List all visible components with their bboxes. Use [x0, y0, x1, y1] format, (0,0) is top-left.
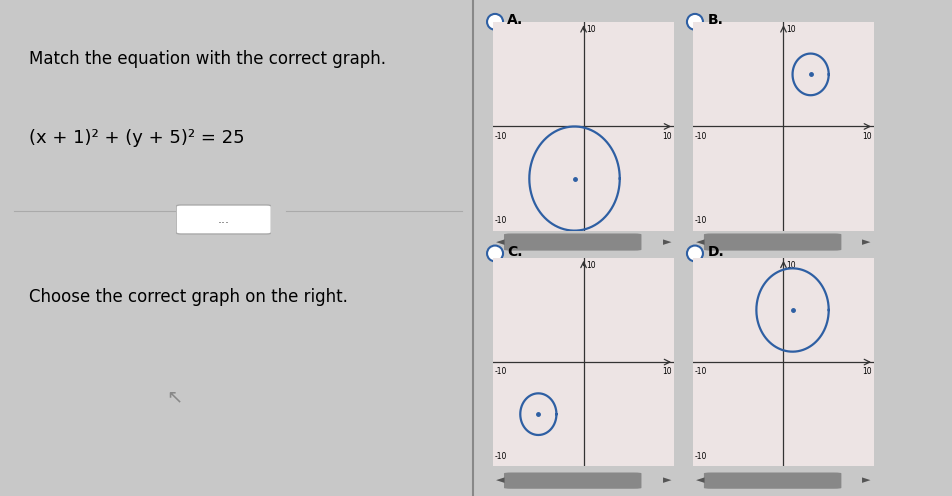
Text: ►: ► — [863, 237, 871, 247]
FancyBboxPatch shape — [704, 234, 842, 250]
Text: (x + 1)² + (y + 5)² = 25: (x + 1)² + (y + 5)² = 25 — [29, 129, 244, 147]
Text: D.: D. — [707, 245, 724, 259]
Text: 10: 10 — [786, 261, 796, 270]
Text: 10: 10 — [663, 131, 672, 141]
Text: 10: 10 — [663, 367, 672, 376]
Text: ◄: ◄ — [496, 237, 505, 247]
FancyBboxPatch shape — [176, 205, 271, 234]
Text: ◄: ◄ — [696, 237, 704, 247]
Text: C.: C. — [507, 245, 523, 259]
Text: 10: 10 — [586, 25, 596, 34]
Text: ◄: ◄ — [696, 476, 704, 486]
Text: -10: -10 — [695, 131, 707, 141]
Text: -10: -10 — [495, 216, 507, 225]
Text: ►: ► — [663, 237, 671, 247]
FancyBboxPatch shape — [504, 473, 642, 489]
Text: -10: -10 — [495, 452, 507, 461]
Text: A.: A. — [507, 13, 524, 27]
Text: 10: 10 — [863, 367, 872, 376]
Text: -10: -10 — [495, 131, 507, 141]
Text: Match the equation with the correct graph.: Match the equation with the correct grap… — [29, 50, 386, 67]
Text: -10: -10 — [695, 216, 707, 225]
Text: ►: ► — [863, 476, 871, 486]
Text: ►: ► — [663, 476, 671, 486]
Text: ↖: ↖ — [167, 387, 183, 406]
Text: -10: -10 — [495, 367, 507, 376]
Circle shape — [687, 14, 703, 30]
FancyBboxPatch shape — [504, 234, 642, 250]
Circle shape — [687, 246, 703, 261]
Text: 10: 10 — [786, 25, 796, 34]
Text: Choose the correct graph on the right.: Choose the correct graph on the right. — [29, 288, 347, 306]
Text: 10: 10 — [863, 131, 872, 141]
Text: 10: 10 — [586, 261, 596, 270]
FancyBboxPatch shape — [704, 473, 842, 489]
Text: B.: B. — [707, 13, 724, 27]
Circle shape — [487, 14, 503, 30]
Text: -10: -10 — [695, 452, 707, 461]
Text: ◄: ◄ — [496, 476, 505, 486]
Text: ...: ... — [218, 213, 229, 226]
Text: -10: -10 — [695, 367, 707, 376]
Circle shape — [487, 246, 503, 261]
